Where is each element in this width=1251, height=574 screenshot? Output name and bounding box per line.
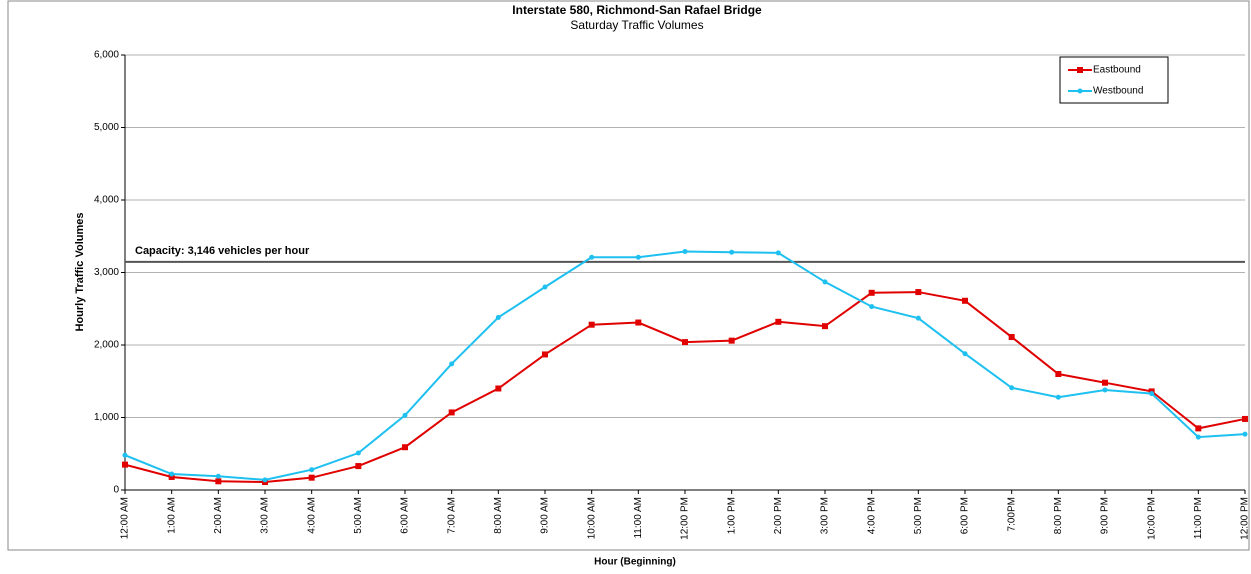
x-tick-label: 10:00 AM <box>586 497 597 539</box>
capacity-label: Capacity: 3,146 vehicles per hour <box>135 245 310 257</box>
point <box>589 254 595 260</box>
x-tick-label: 9:00 PM <box>1100 497 1111 534</box>
point <box>308 474 315 481</box>
x-tick-label: 2:00 PM <box>773 497 784 534</box>
legend-marker <box>1077 67 1083 73</box>
point <box>402 412 408 418</box>
point <box>1055 394 1061 400</box>
point <box>822 279 828 285</box>
x-tick-label: 11:00 PM <box>1193 497 1204 539</box>
point <box>682 248 688 254</box>
point <box>1195 425 1202 432</box>
x-tick-label: 7:00 AM <box>446 497 457 534</box>
x-tick-label: 12:00 AM <box>120 497 131 539</box>
point <box>588 321 595 328</box>
point <box>1242 415 1248 422</box>
point <box>1102 379 1108 386</box>
point <box>448 409 455 416</box>
point <box>449 361 455 367</box>
x-tick-label: 4:00 PM <box>866 497 877 534</box>
point <box>635 319 642 326</box>
point <box>355 463 362 470</box>
x-tick-label: 4:00 AM <box>306 497 317 534</box>
x-tick-label: 3:00 PM <box>820 497 831 534</box>
x-tick-label: 3:00 AM <box>260 497 271 534</box>
series-line <box>124 291 1246 484</box>
point <box>215 473 221 479</box>
point <box>729 249 735 255</box>
y-tick-label: 5,000 <box>94 122 119 133</box>
y-tick-label: 0 <box>113 485 119 496</box>
x-axis-label: Hour (Beginning) <box>594 557 676 568</box>
y-axis-label: Hourly Traffic Volumes <box>74 213 86 332</box>
y-tick-label: 2,000 <box>94 340 119 351</box>
point <box>962 297 968 304</box>
point <box>822 323 828 330</box>
legend-label: Eastbound <box>1093 65 1141 76</box>
point <box>775 318 782 325</box>
x-tick-label: 11:00 AM <box>633 497 644 539</box>
point <box>309 467 315 473</box>
x-tick-label: 6:00 AM <box>400 497 411 534</box>
point <box>962 351 968 357</box>
point <box>728 337 735 344</box>
series-line <box>124 250 1246 481</box>
point <box>495 314 501 320</box>
point <box>542 284 548 290</box>
x-tick-label: 12:00 PM <box>680 497 691 540</box>
point <box>775 250 781 256</box>
point <box>542 351 548 358</box>
x-tick-label: 6:00 PM <box>960 497 971 534</box>
point <box>915 289 922 296</box>
point <box>915 315 921 321</box>
point <box>1242 431 1248 437</box>
chart-title: Interstate 580, Richmond-San Rafael Brid… <box>512 3 762 17</box>
x-tick-label: 7:00PM <box>1006 497 1017 531</box>
chart-subtitle: Saturday Traffic Volumes <box>570 18 703 32</box>
point <box>355 450 361 456</box>
point <box>1149 391 1155 397</box>
x-tick-label: 1:00 AM <box>166 497 177 534</box>
point <box>1102 387 1108 393</box>
legend-marker <box>1077 88 1083 94</box>
point <box>1055 371 1062 377</box>
x-tick-label: 8:00 AM <box>493 497 504 534</box>
point <box>868 289 875 296</box>
point <box>215 478 222 485</box>
y-tick-label: 4,000 <box>94 195 119 206</box>
point <box>1009 385 1015 391</box>
point <box>495 385 502 392</box>
chart-border <box>7 0 1250 551</box>
y-tick-label: 3,000 <box>94 267 119 278</box>
x-tick-label: 9:00 AM <box>540 497 551 534</box>
x-tick-label: 5:00 AM <box>353 497 364 534</box>
point <box>122 452 128 458</box>
point <box>402 444 408 451</box>
point <box>168 473 175 480</box>
point <box>1008 334 1015 341</box>
y-tick-label: 6,000 <box>94 50 119 61</box>
point <box>682 339 688 346</box>
legend-box <box>1059 56 1169 104</box>
x-tick-label: 2:00 AM <box>213 497 224 534</box>
point <box>122 461 128 468</box>
x-tick-label: 12:00 PM <box>1240 497 1251 540</box>
point <box>635 254 641 260</box>
point <box>169 471 175 477</box>
point <box>869 304 875 310</box>
legend-label: Westbound <box>1093 86 1143 97</box>
x-tick-label: 1:00 PM <box>726 497 737 534</box>
x-tick-label: 8:00 PM <box>1053 497 1064 534</box>
y-tick-label: 1,000 <box>94 412 119 423</box>
x-tick-label: 10:00 PM <box>1146 497 1157 540</box>
x-tick-label: 5:00 PM <box>913 497 924 534</box>
point <box>1195 434 1201 440</box>
point <box>262 477 268 483</box>
